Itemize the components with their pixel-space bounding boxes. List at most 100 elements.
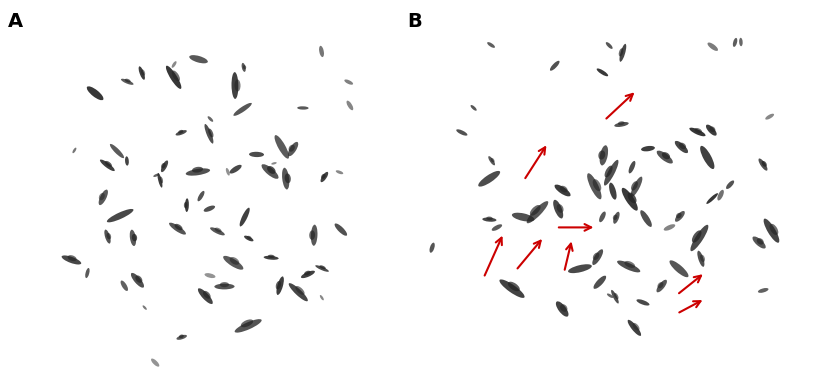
Ellipse shape — [593, 253, 599, 260]
Ellipse shape — [619, 48, 623, 56]
Ellipse shape — [185, 198, 189, 212]
Ellipse shape — [100, 160, 115, 171]
Ellipse shape — [282, 168, 289, 190]
Ellipse shape — [321, 172, 328, 182]
Ellipse shape — [208, 116, 213, 122]
Ellipse shape — [186, 169, 210, 176]
Ellipse shape — [271, 162, 277, 165]
Ellipse shape — [604, 165, 612, 178]
Ellipse shape — [316, 265, 329, 272]
Ellipse shape — [234, 79, 241, 91]
Ellipse shape — [607, 294, 613, 298]
Ellipse shape — [662, 152, 670, 159]
Ellipse shape — [726, 180, 734, 189]
Ellipse shape — [104, 230, 111, 244]
Ellipse shape — [203, 291, 210, 299]
Ellipse shape — [527, 201, 548, 223]
Ellipse shape — [675, 141, 688, 153]
Ellipse shape — [628, 320, 641, 336]
Ellipse shape — [658, 282, 663, 288]
Ellipse shape — [139, 66, 145, 80]
Ellipse shape — [613, 212, 620, 224]
Ellipse shape — [179, 335, 184, 338]
Ellipse shape — [690, 127, 705, 136]
Ellipse shape — [752, 237, 766, 249]
Ellipse shape — [309, 230, 315, 240]
Ellipse shape — [275, 281, 281, 289]
Ellipse shape — [321, 174, 326, 179]
Ellipse shape — [159, 177, 163, 183]
Ellipse shape — [223, 256, 243, 270]
Ellipse shape — [132, 234, 137, 241]
Ellipse shape — [347, 100, 353, 110]
Ellipse shape — [697, 251, 704, 267]
Ellipse shape — [560, 186, 568, 192]
Ellipse shape — [289, 283, 308, 301]
Ellipse shape — [491, 158, 495, 162]
Ellipse shape — [226, 168, 230, 176]
Ellipse shape — [130, 230, 136, 246]
Ellipse shape — [204, 206, 215, 212]
Ellipse shape — [487, 217, 492, 220]
Ellipse shape — [625, 261, 635, 268]
Ellipse shape — [606, 42, 612, 49]
Ellipse shape — [492, 224, 502, 231]
Ellipse shape — [107, 233, 111, 239]
Ellipse shape — [240, 208, 250, 226]
Ellipse shape — [288, 142, 298, 156]
Ellipse shape — [762, 161, 767, 167]
Ellipse shape — [636, 299, 649, 305]
Ellipse shape — [733, 38, 737, 47]
Ellipse shape — [153, 174, 159, 177]
Ellipse shape — [487, 42, 495, 48]
Ellipse shape — [631, 181, 638, 190]
Ellipse shape — [690, 225, 709, 251]
Ellipse shape — [587, 173, 602, 199]
Ellipse shape — [632, 323, 640, 331]
Ellipse shape — [568, 264, 592, 273]
Ellipse shape — [158, 173, 163, 188]
Ellipse shape — [289, 145, 295, 152]
Ellipse shape — [470, 105, 477, 111]
Ellipse shape — [247, 236, 252, 239]
Ellipse shape — [178, 130, 183, 134]
Ellipse shape — [556, 204, 564, 213]
Ellipse shape — [430, 243, 435, 253]
Ellipse shape — [695, 128, 702, 133]
Ellipse shape — [275, 135, 289, 159]
Ellipse shape — [657, 151, 673, 163]
Ellipse shape — [197, 191, 205, 201]
Ellipse shape — [335, 170, 344, 174]
Ellipse shape — [125, 79, 131, 83]
Ellipse shape — [125, 156, 129, 166]
Ellipse shape — [229, 165, 242, 174]
Ellipse shape — [609, 183, 616, 200]
Ellipse shape — [177, 335, 187, 340]
Ellipse shape — [249, 152, 264, 157]
Ellipse shape — [99, 193, 105, 200]
Ellipse shape — [301, 271, 315, 278]
Ellipse shape — [620, 44, 626, 62]
Ellipse shape — [234, 319, 261, 333]
Ellipse shape — [261, 164, 279, 179]
Ellipse shape — [131, 273, 144, 288]
Ellipse shape — [320, 265, 326, 269]
Ellipse shape — [142, 305, 147, 310]
Ellipse shape — [657, 280, 667, 292]
Ellipse shape — [205, 273, 215, 278]
Ellipse shape — [599, 212, 606, 222]
Ellipse shape — [627, 192, 636, 203]
Ellipse shape — [121, 79, 133, 85]
Ellipse shape — [757, 238, 764, 245]
Text: B: B — [407, 12, 422, 31]
Ellipse shape — [161, 163, 166, 169]
Ellipse shape — [242, 63, 246, 72]
Ellipse shape — [593, 179, 601, 191]
Ellipse shape — [641, 146, 655, 151]
Ellipse shape — [700, 255, 705, 262]
Ellipse shape — [739, 38, 742, 46]
Ellipse shape — [151, 359, 159, 367]
Ellipse shape — [560, 304, 567, 312]
Ellipse shape — [141, 70, 145, 76]
Ellipse shape — [268, 255, 275, 258]
